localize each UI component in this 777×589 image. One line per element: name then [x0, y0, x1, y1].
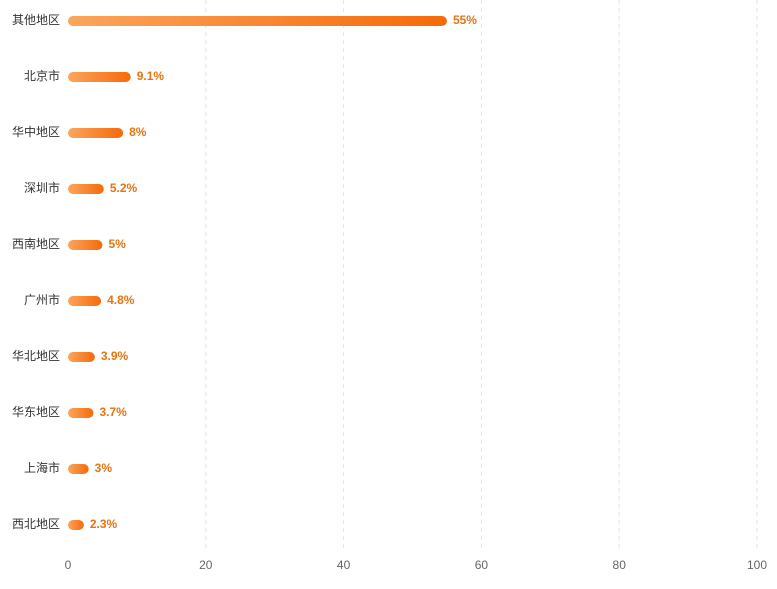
- x-tick-label: 80: [613, 558, 627, 572]
- bar: [68, 408, 94, 418]
- value-label: 3.7%: [99, 405, 127, 419]
- bar: [68, 184, 104, 194]
- value-label: 4.8%: [107, 293, 135, 307]
- category-label: 西北地区: [12, 517, 60, 531]
- bar: [68, 72, 131, 82]
- category-label: 华东地区: [12, 405, 60, 419]
- category-label: 深圳市: [24, 180, 60, 195]
- value-label: 5%: [108, 237, 126, 251]
- x-tick-label: 100: [747, 558, 767, 572]
- category-label: 其他地区: [12, 13, 60, 27]
- value-label: 5.2%: [110, 181, 138, 195]
- bar: [68, 352, 95, 362]
- bar: [68, 128, 124, 138]
- value-label: 8%: [129, 125, 147, 139]
- value-label: 3%: [95, 461, 113, 475]
- x-tick-label: 60: [475, 558, 489, 572]
- bar: [68, 16, 447, 26]
- category-label: 华中地区: [12, 124, 60, 139]
- value-label: 3.9%: [101, 349, 129, 363]
- value-label: 2.3%: [90, 517, 118, 531]
- x-tick-label: 20: [199, 558, 213, 572]
- x-tick-label: 40: [337, 558, 351, 572]
- category-label: 西南地区: [12, 236, 60, 251]
- bar: [68, 464, 89, 474]
- bar: [68, 520, 84, 530]
- value-label: 55%: [453, 13, 477, 27]
- category-label: 上海市: [24, 460, 60, 475]
- category-label: 广州市: [24, 292, 60, 307]
- bar: [68, 240, 103, 250]
- category-label: 华北地区: [12, 349, 60, 363]
- value-label: 9.1%: [137, 69, 165, 83]
- bar: [68, 296, 102, 306]
- x-tick-label: 0: [65, 558, 72, 572]
- category-label: 北京市: [24, 68, 60, 83]
